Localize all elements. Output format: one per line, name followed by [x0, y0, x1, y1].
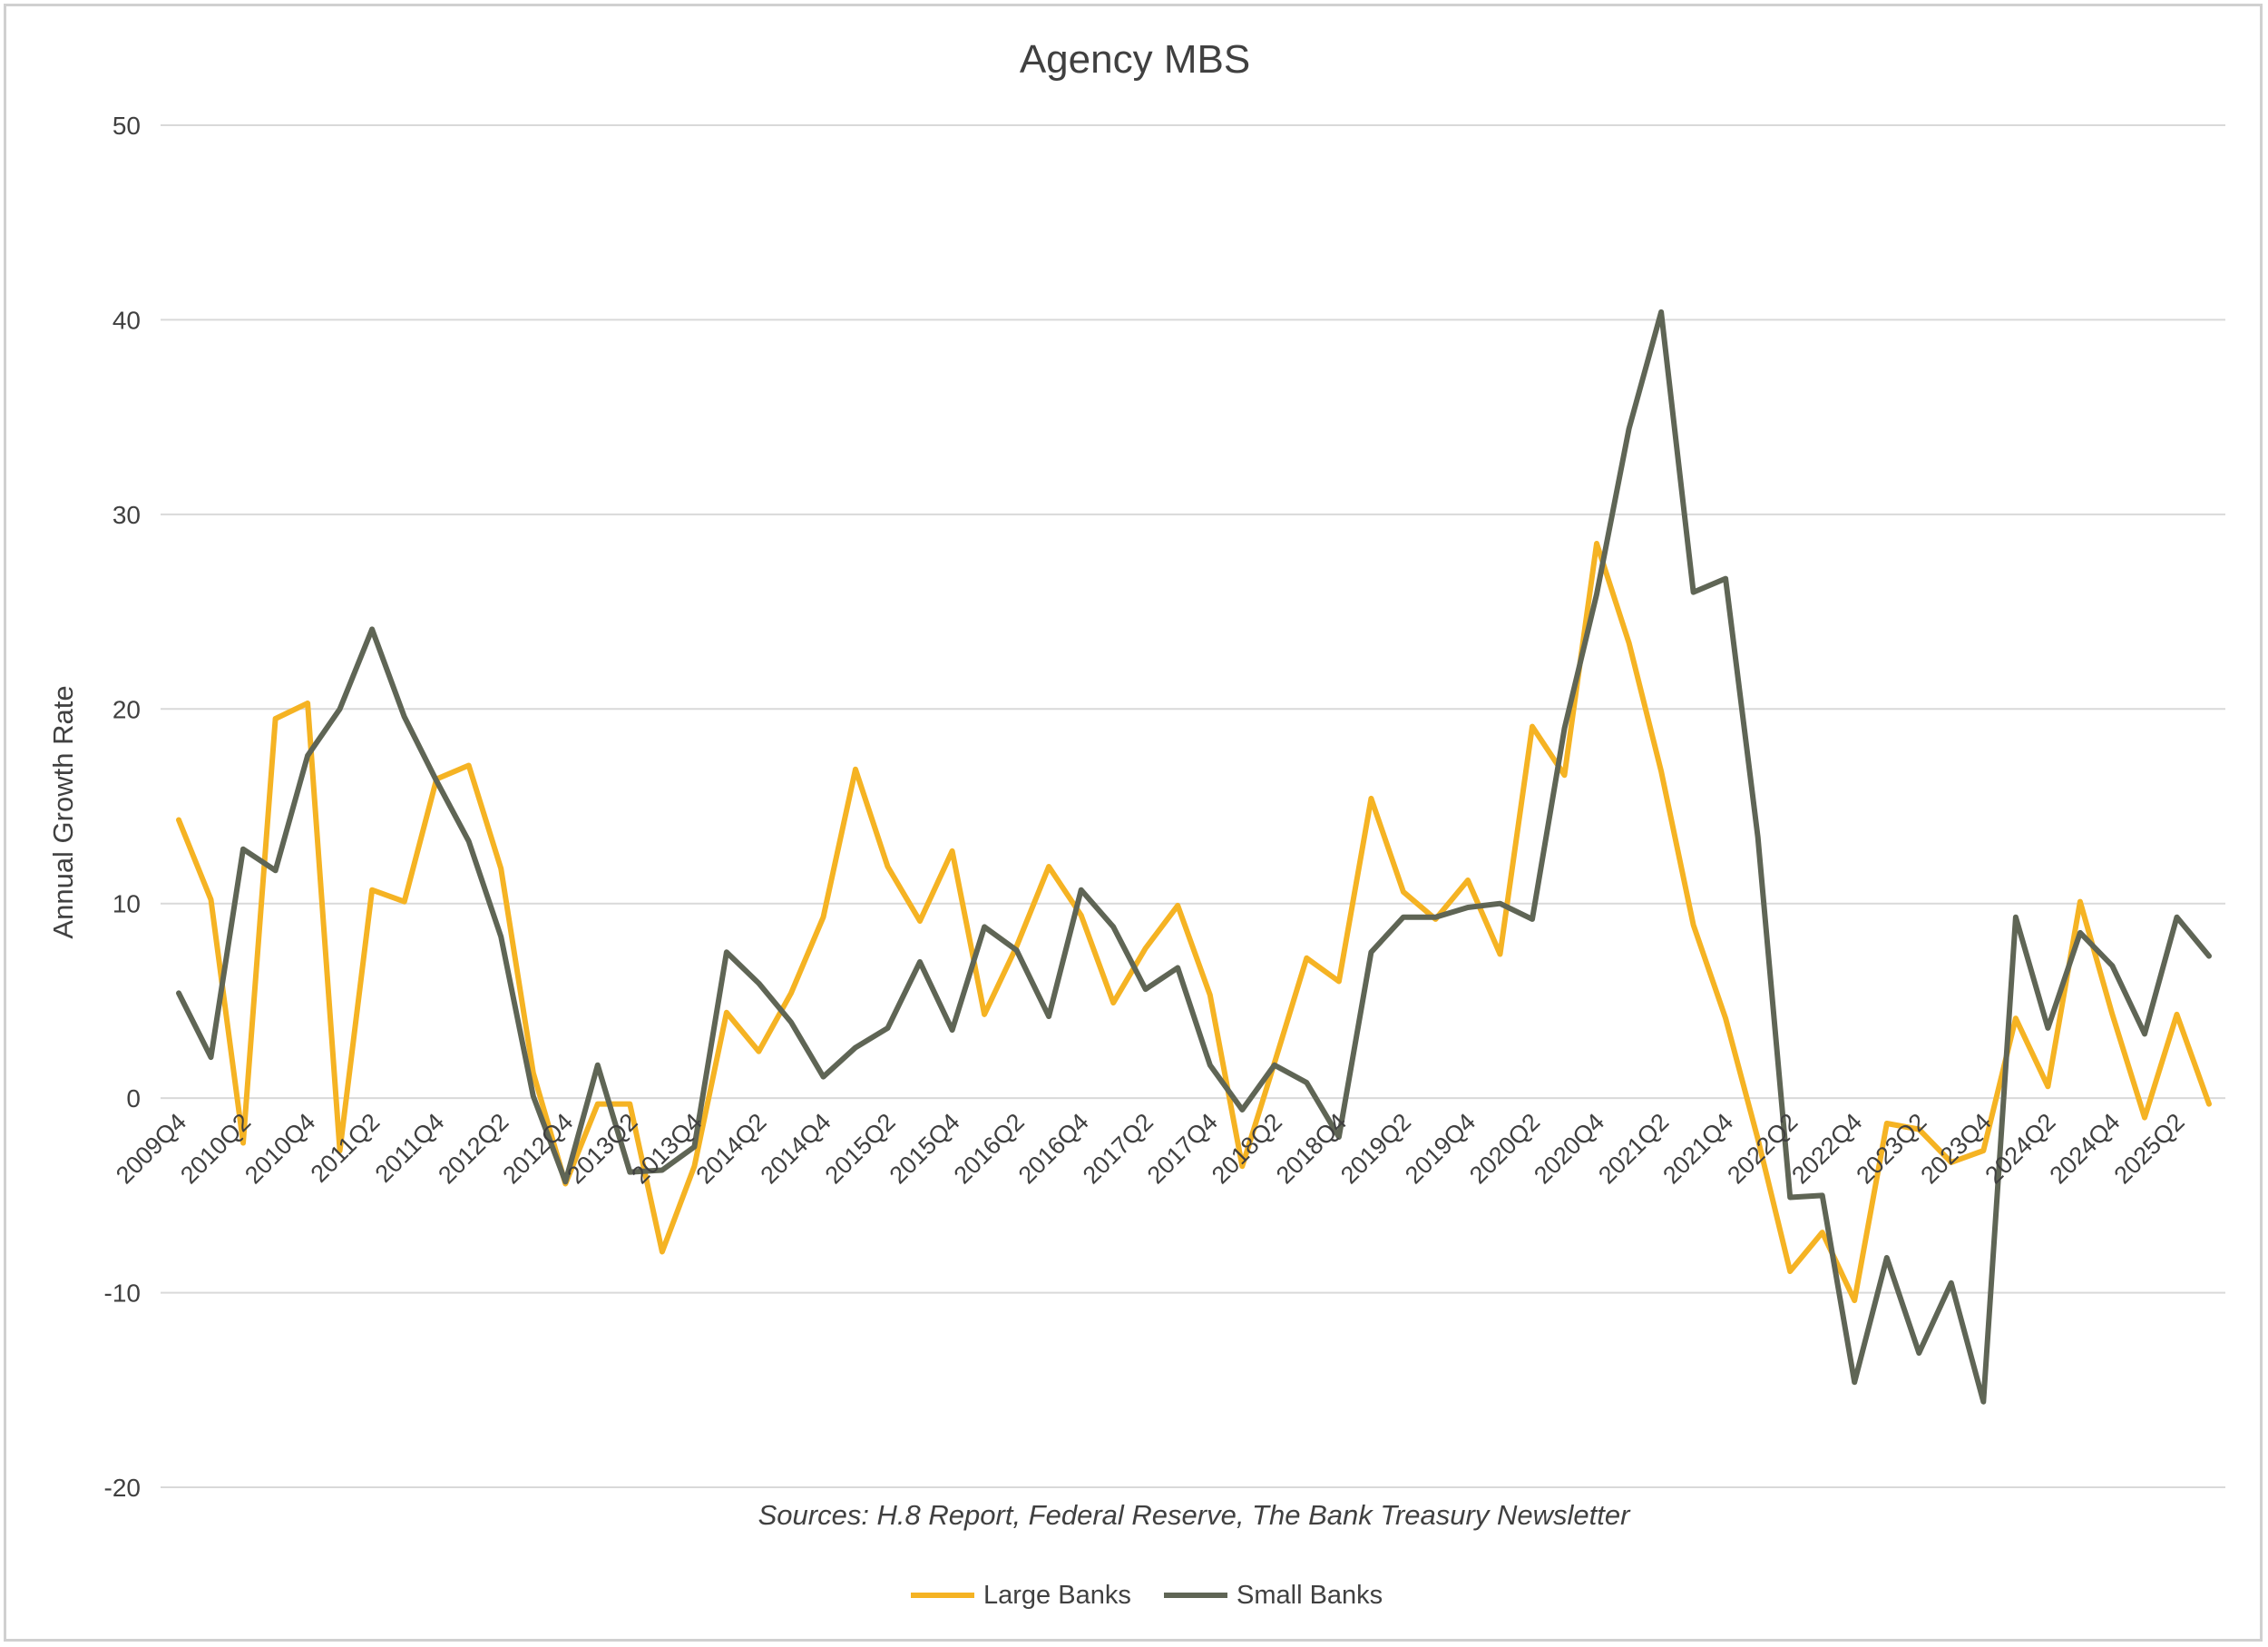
y-tick-label: 20	[112, 695, 141, 723]
x-tick-label: 2014Q4	[756, 1108, 836, 1189]
source-note: Sources: H.8 Report, Federal Reserve, Th…	[758, 1499, 1631, 1531]
x-tick-label: 2019Q4	[1400, 1108, 1481, 1189]
x-axis-ticks: 2009Q42010Q22010Q42011Q22011Q42012Q22012…	[111, 1108, 2190, 1189]
y-axis-ticks: -20 -10 0 10 20 30 40 50	[104, 112, 141, 1502]
x-tick-label: 2010Q4	[240, 1108, 320, 1189]
y-axis-label: Annual Growth Rate	[47, 685, 79, 938]
series-lines	[176, 309, 2212, 1405]
x-tick-label: 2022Q4	[1786, 1108, 1867, 1189]
x-tick-label: 2009Q4	[111, 1108, 191, 1189]
gridlines	[161, 124, 2225, 1488]
y-tick-label: 0	[126, 1084, 141, 1113]
series-line-small-banks	[176, 309, 2212, 1405]
x-tick-label: 2012Q2	[433, 1108, 513, 1189]
legend-label-small-banks: Small Banks	[1237, 1581, 1383, 1610]
y-tick-label: -10	[104, 1279, 141, 1308]
y-tick-label: 50	[112, 112, 141, 140]
x-tick-label: 2011Q4	[370, 1108, 450, 1188]
x-tick-label: 2020Q4	[1529, 1108, 1609, 1189]
x-tick-label: 2016Q4	[1013, 1108, 1094, 1189]
x-tick-label: 2015Q2	[820, 1108, 901, 1189]
x-tick-label: 2020Q2	[1464, 1108, 1545, 1189]
x-tick-label: 2017Q4	[1142, 1108, 1223, 1189]
legend-label-large-banks: Large Banks	[983, 1581, 1131, 1610]
chart-title: Agency MBS	[1020, 37, 1250, 82]
x-tick-label: 2016Q2	[949, 1108, 1030, 1189]
x-tick-label: 2021Q2	[1593, 1108, 1674, 1189]
y-tick-label: 10	[112, 890, 141, 918]
x-tick-label: 2018Q4	[1271, 1108, 1352, 1189]
legend: Large Banks Small Banks	[911, 1581, 1383, 1610]
chart-frame: Agency MBS -20 -10 0 10 20 30 40 50 2009Q4 2010Q…	[4, 4, 2263, 1642]
series-line-large-banks	[176, 541, 2212, 1304]
x-tick-label: 2019Q2	[1335, 1108, 1416, 1189]
y-tick-label: -20	[104, 1474, 141, 1502]
x-tick-label: 2017Q2	[1078, 1108, 1158, 1189]
y-tick-label: 40	[112, 306, 141, 334]
x-tick-label: 2023Q2	[1851, 1108, 1931, 1189]
y-tick-label: 30	[112, 501, 141, 529]
x-tick-label: 2018Q2	[1207, 1108, 1287, 1189]
x-tick-label: 2025Q2	[2109, 1108, 2190, 1189]
x-tick-label: 2010Q2	[175, 1108, 256, 1189]
x-tick-label: 2021Q4	[1657, 1108, 1738, 1189]
x-tick-label: 2015Q4	[885, 1108, 965, 1189]
x-tick-label: 2024Q4	[2045, 1108, 2126, 1189]
